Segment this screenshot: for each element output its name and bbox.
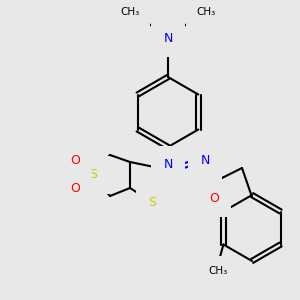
Text: CH₃: CH₃	[196, 7, 216, 17]
Text: O: O	[209, 191, 219, 205]
Text: N: N	[200, 154, 210, 166]
Text: S: S	[148, 196, 156, 208]
Text: S: S	[89, 169, 97, 182]
Text: O: O	[70, 154, 80, 167]
Text: CH₃: CH₃	[120, 7, 140, 17]
Text: CH₃: CH₃	[209, 266, 228, 277]
Text: N: N	[163, 32, 173, 44]
Text: O: O	[70, 182, 80, 196]
Text: N: N	[163, 158, 173, 172]
